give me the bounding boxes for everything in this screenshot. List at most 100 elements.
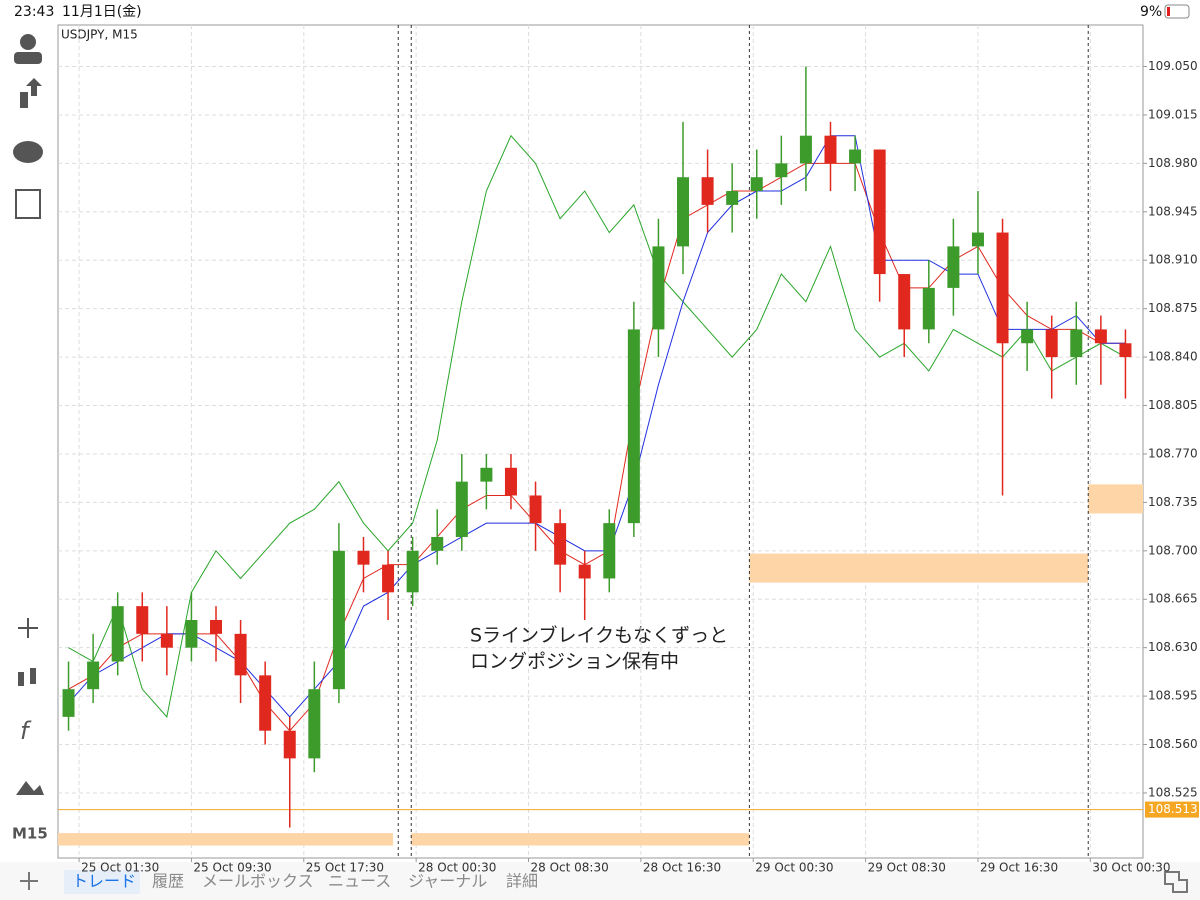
y-tick-label: 108.700 [1148,543,1198,557]
candle-body [87,661,100,690]
x-tick-label: 25 Oct 17:30 [306,861,384,875]
tab[interactable]: ジャーナル [408,872,487,891]
candle-body [775,163,788,178]
y-tick-label: 108.630 [1148,640,1198,654]
tab[interactable]: 詳細 [506,872,538,891]
candle-body [529,495,542,524]
x-tick-label: 28 Oct 08:30 [531,861,609,875]
trade-icon[interactable] [20,78,42,108]
timeframe[interactable]: M15 [12,825,48,843]
y-tick-label: 108.665 [1148,592,1198,606]
chart-title: USDJPY, M15 [61,28,138,42]
x-tick-label: 29 Oct 00:30 [755,861,833,875]
candle-body [111,606,124,662]
chat-icon[interactable] [13,141,43,163]
candle-body [357,550,370,565]
candle-body [849,149,862,164]
candle-body [750,177,763,192]
candle-body [971,232,984,247]
y-tick-label: 108.840 [1148,350,1198,364]
candle-icon-b [30,668,36,684]
candle-body [1119,343,1132,358]
x-tick-label: 28 Oct 16:30 [643,861,721,875]
annotation: ロングポジション保有中 [470,651,679,673]
candle-body [627,329,640,524]
candle-body [652,246,665,330]
status-time: 23:43 [14,4,54,20]
candle-body [1045,329,1058,358]
candle-body [1021,329,1034,344]
chart-frame [57,24,1144,859]
battery-icon [1164,4,1190,19]
candle-body [210,620,223,634]
tab-bar [0,862,1200,900]
battery-text: 9% [1140,4,1162,20]
x-tick-label: 29 Oct 16:30 [980,861,1058,875]
candle-body [554,523,567,565]
candle-body [283,730,296,759]
y-tick-label: 109.050 [1148,59,1198,73]
x-tick-label: 25 Oct 09:30 [193,861,271,875]
candle-body [701,177,714,205]
tab[interactable]: ニュース [328,872,391,891]
candle-body [799,135,812,164]
tab[interactable]: トレード [72,872,136,891]
candle-body [332,550,345,690]
x-tick-label: 28 Oct 00:30 [418,861,496,875]
candle-body [1070,329,1083,358]
zone [749,553,1089,583]
candle-body [136,606,149,634]
candle-body [947,246,960,288]
zone [411,833,750,846]
status-date: 11月1日(金) [62,4,142,20]
candle-body [259,675,272,731]
objects-icon[interactable] [16,781,44,795]
candle-body [898,274,911,330]
y-tick-label: 108.945 [1148,204,1198,218]
battery-level [1167,7,1170,16]
y-tick-label: 108.770 [1148,446,1198,460]
candle-body [455,481,468,537]
candle-body [62,689,75,717]
annotation: Sラインブレイクもなくずっと [470,624,728,647]
candle-body [824,135,837,164]
y-tick-label: 109.015 [1148,107,1198,121]
candle-body [873,149,886,275]
y-tick-label: 108.595 [1148,689,1198,703]
tab[interactable]: 履歴 [152,872,184,891]
x-tick-label: 30 Oct 00:30 [1092,861,1170,875]
active-tab-bg [64,870,140,894]
candle-body [578,564,591,579]
candle-body [603,523,616,579]
price-label-bg [1145,801,1199,818]
zone [58,833,393,846]
candle-body [308,689,321,759]
add-button[interactable] [20,872,38,890]
candle-icon[interactable] [18,672,24,686]
account-icon-body [14,52,42,64]
y-tick-label: 108.980 [1148,156,1198,170]
candle-body [922,287,935,330]
candle-body [431,536,444,551]
y-tick-label: 108.910 [1148,253,1198,267]
candle-body [504,467,517,496]
y-tick-label: 108.875 [1148,301,1198,315]
crosshair-icon[interactable] [18,618,38,638]
account-icon[interactable] [20,34,36,50]
y-tick-label: 108.560 [1148,737,1198,751]
candle-body [726,191,739,205]
tab[interactable]: メールボックス [202,872,314,891]
price-label: 108.513 [1148,802,1198,816]
candle-body [996,232,1009,344]
x-tick-label: 25 Oct 01:30 [81,861,159,875]
candle-body [1094,329,1107,344]
x-tick-label: 29 Oct 08:30 [868,861,946,875]
indicator-line [68,134,1126,718]
candle-body [677,177,690,247]
layout-button[interactable] [1164,871,1188,893]
candle-body [382,564,395,593]
new-icon[interactable] [15,189,41,219]
